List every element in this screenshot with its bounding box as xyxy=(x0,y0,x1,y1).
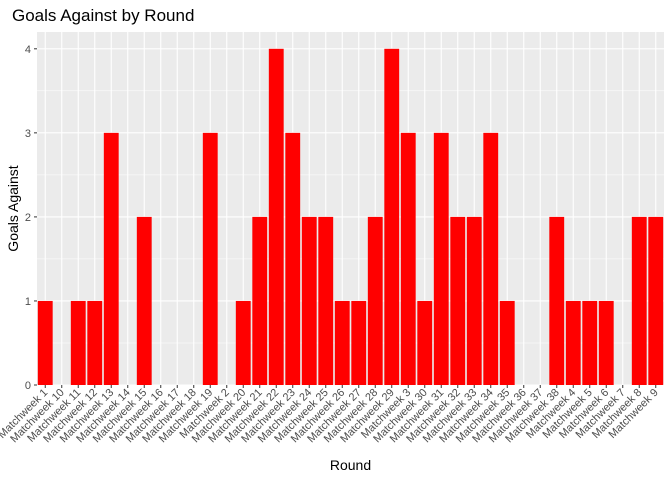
x-axis-title: Round xyxy=(330,457,371,473)
bar xyxy=(136,216,152,385)
bar xyxy=(103,132,119,385)
bar xyxy=(367,216,383,385)
y-tick-label: 4 xyxy=(25,44,31,56)
y-tick-label: 0 xyxy=(25,380,31,392)
bar xyxy=(301,216,317,385)
bar xyxy=(433,132,449,385)
bar xyxy=(384,48,400,386)
y-axis: 0 1 2 3 4 xyxy=(25,44,37,392)
bar xyxy=(582,300,598,385)
y-tick-label: 3 xyxy=(25,128,31,140)
chart-title: Goals Against by Round xyxy=(12,6,195,25)
bar xyxy=(400,132,416,385)
bar xyxy=(318,216,334,385)
bar xyxy=(631,216,647,385)
bar xyxy=(37,300,53,385)
y-axis-title: Goals Against xyxy=(5,165,21,251)
y-tick-label: 1 xyxy=(25,296,31,308)
bar xyxy=(285,132,301,385)
bar xyxy=(598,300,614,385)
bar xyxy=(450,216,466,385)
bar xyxy=(351,300,367,385)
bar xyxy=(87,300,103,385)
y-tick-label: 2 xyxy=(25,212,31,224)
bar xyxy=(648,216,664,385)
bar xyxy=(565,300,581,385)
bar xyxy=(202,132,218,385)
bar xyxy=(499,300,515,385)
bar xyxy=(483,132,499,385)
bar xyxy=(70,300,86,385)
bars xyxy=(37,48,664,386)
bar xyxy=(235,300,251,385)
gridlines xyxy=(37,32,664,386)
bar xyxy=(466,216,482,385)
bar xyxy=(268,48,284,386)
bar xyxy=(252,216,268,385)
bar xyxy=(417,300,433,385)
bar xyxy=(334,300,350,385)
bar xyxy=(549,216,565,385)
